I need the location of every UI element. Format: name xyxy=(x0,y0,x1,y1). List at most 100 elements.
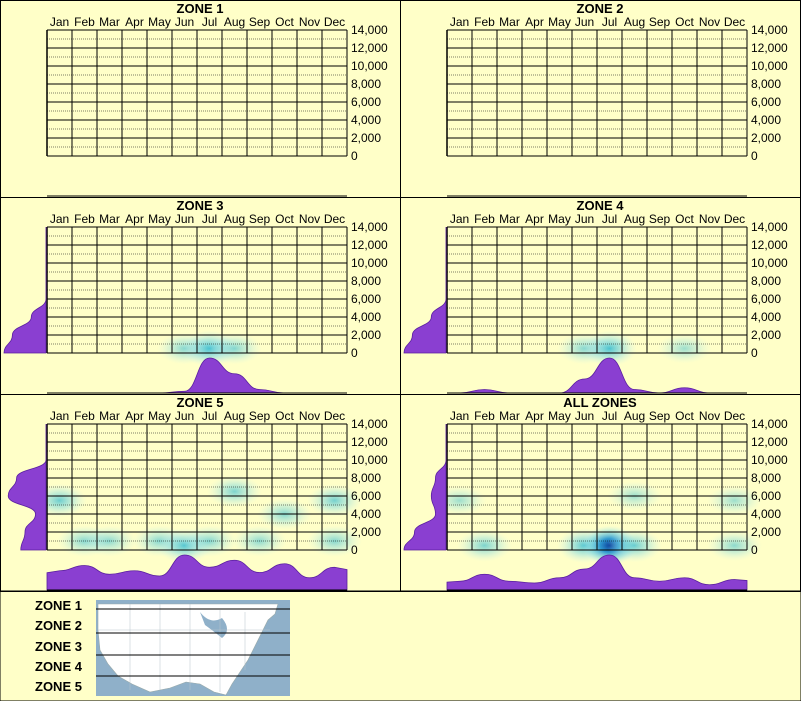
y-tick-label: 6,000 xyxy=(351,292,381,306)
month-tick-label: May xyxy=(548,409,571,423)
y-tick-label: 12,000 xyxy=(751,435,788,449)
month-tick-label: Dec xyxy=(724,212,745,226)
panel-title: ALL ZONES xyxy=(563,395,637,410)
month-tick-label: Apr xyxy=(125,409,144,423)
y-tick-label: 10,000 xyxy=(351,59,388,73)
elevation-density xyxy=(7,424,47,551)
month-tick-label: Jul xyxy=(202,15,217,29)
heat-cell xyxy=(207,332,262,365)
chart-grid xyxy=(446,226,748,354)
month-tick-label: Feb xyxy=(74,15,95,29)
y-tick-label: 0 xyxy=(751,543,758,557)
month-tick-label: Oct xyxy=(675,212,694,226)
panel-title: ZONE 4 xyxy=(577,198,625,213)
zone-panel: ZONE 2 Jan Feb Mar Apr May Jun Jul Aug Sep Oct Nov D… xyxy=(400,0,801,198)
y-tick-label: 12,000 xyxy=(351,435,388,449)
y-tick-label: 2,000 xyxy=(751,328,781,342)
month-tick-label: May xyxy=(148,409,171,423)
month-tick-label: Jan xyxy=(50,409,69,423)
y-tick-label: 2,000 xyxy=(751,131,781,145)
y-tick-label: 6,000 xyxy=(751,95,781,109)
month-tick-label: Feb xyxy=(474,15,495,29)
month-tick-label: Jan xyxy=(450,409,469,423)
elevation-density xyxy=(403,424,447,551)
zone-panel: ALL ZONES Jan Feb Mar Apr May Jun Jul Aug Sep Oct N… xyxy=(400,394,801,592)
y-tick-label: 2,000 xyxy=(351,328,381,342)
y-tick-label: 8,000 xyxy=(351,471,381,485)
y-tick-label: 10,000 xyxy=(351,453,388,467)
zone-legend-label: ZONE 2 xyxy=(35,618,82,633)
month-tick-label: Aug xyxy=(624,409,645,423)
heatmap-layer xyxy=(157,330,262,367)
panel-title: ZONE 3 xyxy=(177,198,224,213)
zone-panel: ZONE 4 Jan Feb Mar Apr May Jun Jul Aug Sep Oct Nov D… xyxy=(400,197,801,395)
y-tick-label: 14,000 xyxy=(351,23,388,37)
y-tick-label: 2,000 xyxy=(751,525,781,539)
y-tick-label: 8,000 xyxy=(751,274,781,288)
y-tick-label: 10,000 xyxy=(751,256,788,270)
month-tick-label: Nov xyxy=(299,212,320,226)
elevation-density xyxy=(3,227,47,354)
heat-cell xyxy=(457,529,512,562)
month-tick-label: Oct xyxy=(275,409,294,423)
month-tick-label: May xyxy=(148,212,171,226)
month-tick-label: Jun xyxy=(575,409,594,423)
month-tick-label: Jul xyxy=(602,15,617,29)
y-tick-label: 0 xyxy=(751,346,758,360)
y-tick-label: 12,000 xyxy=(751,41,788,55)
y-tick-label: 14,000 xyxy=(751,417,788,431)
month-tick-label: Aug xyxy=(624,15,645,29)
y-tick-label: 10,000 xyxy=(751,453,788,467)
month-tick-label: Sep xyxy=(649,212,671,226)
zone-map xyxy=(96,600,290,696)
y-tick-label: 8,000 xyxy=(351,77,381,91)
month-tick-label: Jan xyxy=(450,15,469,29)
month-tick-label: Sep xyxy=(649,15,671,29)
chart-grid xyxy=(46,423,348,551)
y-tick-label: 6,000 xyxy=(751,292,781,306)
month-tick-label: Aug xyxy=(224,409,245,423)
y-tick-label: 4,000 xyxy=(751,310,781,324)
zone-legend-label: ZONE 1 xyxy=(35,598,82,613)
heat-cell xyxy=(307,525,362,557)
heat-cell xyxy=(707,485,762,516)
month-tick-label: Aug xyxy=(224,15,245,29)
zone-legend: ZONE 1 ZONE 2 ZONE 3 ZONE 4 ZONE 5 xyxy=(0,590,801,701)
month-tick-label: Nov xyxy=(299,15,320,29)
month-tick-label: Nov xyxy=(699,15,720,29)
y-tick-label: 12,000 xyxy=(351,41,388,55)
month-tick-label: Mar xyxy=(499,212,520,226)
month-tick-label: May xyxy=(148,15,171,29)
month-tick-label: Dec xyxy=(324,409,345,423)
panel-title: ZONE 5 xyxy=(177,395,224,410)
zone-legend-label: ZONE 3 xyxy=(35,639,82,654)
y-tick-label: 6,000 xyxy=(751,489,781,503)
y-tick-label: 0 xyxy=(351,543,358,557)
chart-grid xyxy=(46,29,348,157)
y-tick-label: 14,000 xyxy=(751,23,788,37)
y-tick-label: 12,000 xyxy=(751,238,788,252)
month-tick-label: Jun xyxy=(175,409,194,423)
y-tick-label: 4,000 xyxy=(351,310,381,324)
heat-cell xyxy=(707,530,762,561)
month-tick-label: Nov xyxy=(299,409,320,423)
month-tick-label: Oct xyxy=(675,15,694,29)
zone-legend-label: ZONE 5 xyxy=(35,679,82,694)
y-tick-label: 0 xyxy=(751,149,758,163)
y-tick-label: 4,000 xyxy=(751,113,781,127)
month-density xyxy=(46,554,348,591)
y-tick-label: 4,000 xyxy=(351,507,381,521)
y-tick-label: 4,000 xyxy=(751,507,781,521)
zone-panel: ZONE 1 Jan Feb Mar Apr May Jun Jul Aug Sep Oct Nov D… xyxy=(0,0,401,198)
month-tick-label: Sep xyxy=(649,409,671,423)
month-tick-label: Aug xyxy=(624,212,645,226)
y-tick-label: 6,000 xyxy=(351,95,381,109)
heatmap-layer xyxy=(557,330,712,367)
month-tick-label: Jul xyxy=(602,409,617,423)
zone-legend-label: ZONE 4 xyxy=(35,659,83,674)
y-tick-label: 10,000 xyxy=(751,59,788,73)
y-tick-label: 6,000 xyxy=(351,489,381,503)
month-tick-label: Sep xyxy=(249,212,271,226)
month-tick-label: Feb xyxy=(474,409,495,423)
